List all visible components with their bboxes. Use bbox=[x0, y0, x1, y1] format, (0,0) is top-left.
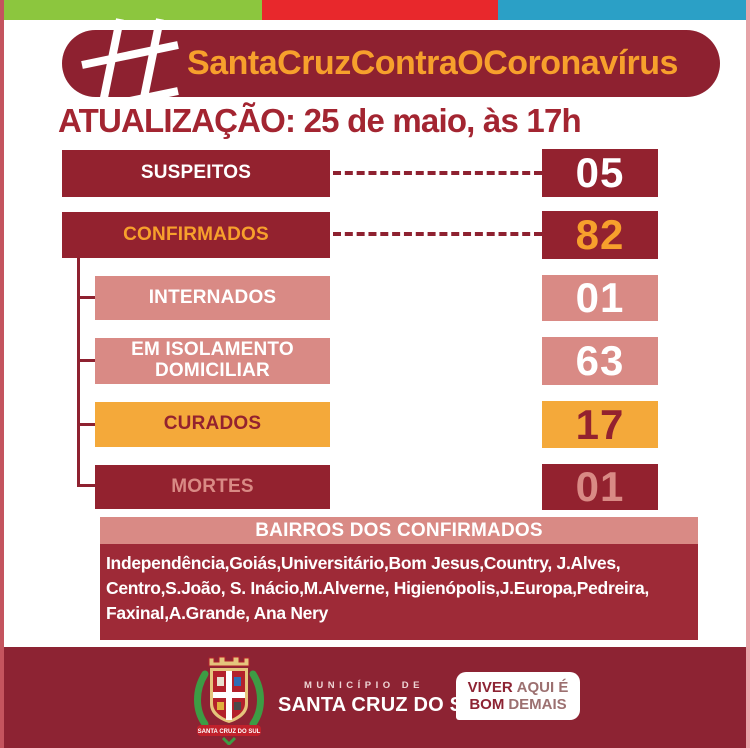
bairros-header: BAIRROS DOS CONFIRMADOS bbox=[100, 517, 698, 544]
slogan-aqui-e: AQUI É bbox=[516, 678, 569, 696]
municipality-name: SANTA CRUZ DO SUL bbox=[278, 694, 491, 716]
top-stripe-red bbox=[262, 0, 498, 20]
slogan-bom: BOM bbox=[469, 696, 505, 713]
stat-value-mortes: 01 bbox=[575, 463, 625, 510]
stat-label-curados: CURADOS bbox=[163, 413, 262, 435]
stat-bar-isolamento: EM ISOLAMENTO DOMICILIAR bbox=[95, 338, 330, 384]
stat-value-suspeitos: 05 bbox=[575, 149, 625, 196]
stat-value-curados: 17 bbox=[575, 400, 625, 448]
slogan-viver: VIVER bbox=[467, 678, 513, 696]
stat-value-box-isolamento: 63 bbox=[542, 337, 658, 385]
stat-value-isolamento: 63 bbox=[575, 337, 625, 384]
stat-label-isolamento: EM ISOLAMENTO DOMICILIAR bbox=[131, 339, 294, 381]
stat-bar-mortes: MORTES bbox=[95, 465, 330, 509]
stat-value-box-internados: 01 bbox=[542, 274, 658, 321]
stat-value-confirmados: 82 bbox=[575, 211, 625, 258]
slogan-line-1: VIVER AQUI É bbox=[468, 679, 569, 696]
stat-value-box-confirmados: 82 bbox=[542, 211, 658, 259]
top-stripe-green bbox=[0, 0, 262, 20]
campaign-banner: SantaCruzContraOCoronavírus bbox=[62, 18, 720, 138]
bairros-line-3: Faxinal,A.Grande, Ana Nery bbox=[106, 602, 329, 623]
bairros-list: Independência,Goiás,Universitário,Bom Je… bbox=[100, 544, 698, 640]
stat-label-confirmados: CONFIRMADOS bbox=[123, 223, 269, 245]
stat-label-suspeitos: SUSPEITOS bbox=[140, 162, 252, 184]
dashed-line-confirmados bbox=[333, 232, 542, 236]
tree-line-stub-internados bbox=[77, 296, 96, 299]
dashed-line-suspeitos bbox=[333, 171, 542, 175]
footer: SANTA CRUZ DO SUL MUNICÍPIO DE SANTA CRU… bbox=[0, 647, 750, 748]
tree-line-vertical bbox=[77, 256, 80, 487]
stat-bar-suspeitos: SUSPEITOS bbox=[62, 150, 330, 197]
tree-line-stub-mortes bbox=[77, 484, 96, 487]
municipality-label: MUNICÍPIO DE bbox=[304, 680, 424, 691]
top-stripe-blue bbox=[498, 0, 750, 20]
update-title: ATUALIZAÇÃO: 25 de maio, às 17h bbox=[58, 102, 582, 139]
stat-value-internados: 01 bbox=[575, 274, 625, 321]
slogan-line-2: BOM DEMAIS bbox=[469, 696, 566, 713]
stat-bar-internados: INTERNADOS bbox=[95, 276, 330, 320]
tree-line-stub-curados bbox=[77, 423, 96, 426]
santa-cruz-coat-of-arms: SANTA CRUZ DO SUL bbox=[194, 656, 264, 745]
stat-label-mortes: MORTES bbox=[171, 475, 254, 497]
stat-value-box-curados: 17 bbox=[542, 401, 658, 448]
stat-bar-curados: CURADOS bbox=[95, 402, 330, 447]
right-edge-border bbox=[746, 0, 750, 748]
slogan-badge: VIVER AQUI É BOM DEMAIS bbox=[456, 672, 580, 720]
hashtag-icon bbox=[81, 18, 179, 138]
left-edge-border bbox=[0, 0, 4, 748]
bairros-line-2: Centro,S.João, S. Inácio,M.Alverne, Higi… bbox=[106, 577, 649, 598]
stat-value-box-suspeitos: 05 bbox=[542, 149, 658, 197]
crest-ribbon-text: SANTA CRUZ DO SUL bbox=[198, 729, 261, 735]
stat-bar-confirmados: CONFIRMADOS bbox=[62, 212, 330, 258]
bairros-line-1: Independência,Goiás,Universitário,Bom Je… bbox=[106, 553, 621, 573]
tree-line-stub-isolamento bbox=[77, 359, 96, 362]
stat-value-box-mortes: 01 bbox=[542, 463, 658, 510]
stat-label-internados: INTERNADOS bbox=[148, 286, 277, 308]
slogan-demais: DEMAIS bbox=[508, 696, 567, 713]
municipality-text-block: MUNICÍPIO DE SANTA CRUZ DO SUL bbox=[278, 680, 491, 717]
campaign-hashtag-text: SantaCruzContraOCoronavírus bbox=[187, 44, 678, 82]
